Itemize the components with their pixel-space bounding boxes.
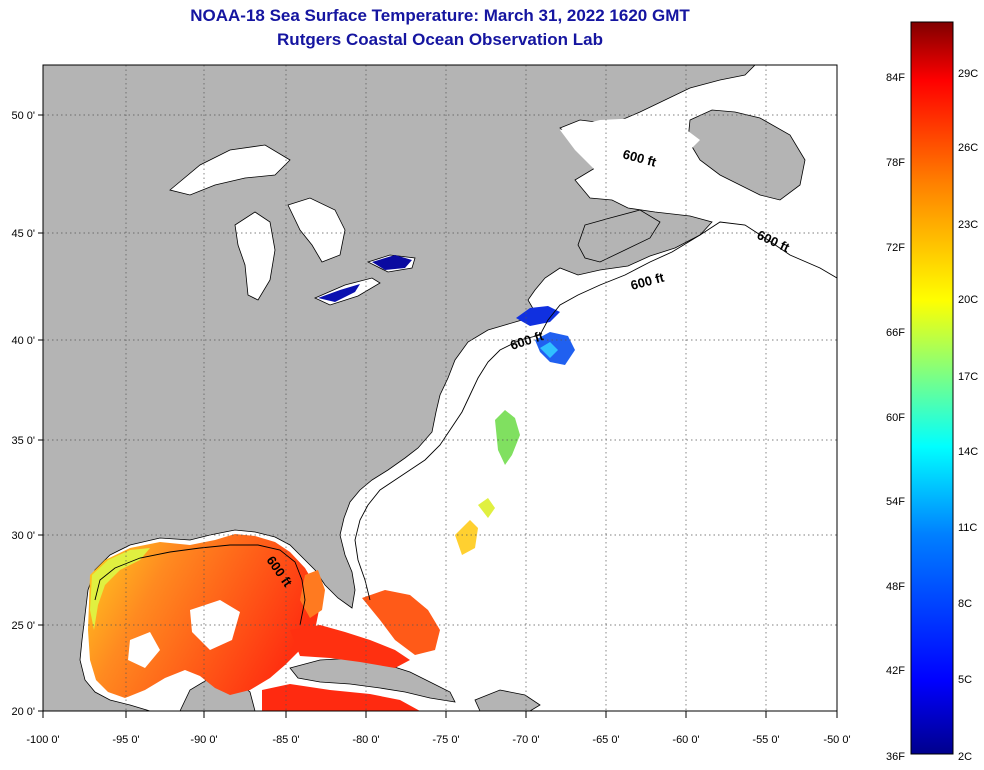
sst-east-florida <box>300 570 325 618</box>
lon-label: -70 0' <box>512 734 539 746</box>
lat-label: 35 0' <box>11 435 35 447</box>
lat-label: 45 0' <box>11 228 35 240</box>
lat-label: 30 0' <box>11 530 35 542</box>
gulf-st-lawrence <box>560 118 700 180</box>
colorbar-f-label: 66F <box>886 327 905 339</box>
sst-bahamas <box>362 590 440 655</box>
land-hispaniola <box>474 689 541 711</box>
lon-label: -90 0' <box>190 734 217 746</box>
colorbar-f-label: 60F <box>886 412 905 424</box>
colorbar-c-label: 8C <box>958 598 972 610</box>
sst-gulf-coastal-yellow <box>90 548 150 630</box>
lat-label: 50 0' <box>11 110 35 122</box>
colorbar-c-label: 26C <box>958 142 978 154</box>
colorbar-f-label: 78F <box>886 157 905 169</box>
lat-label: 40 0' <box>11 335 35 347</box>
sst-patch-georges-cyan <box>540 342 558 358</box>
map-subtitle: Rutgers Coastal Ocean Observation Lab <box>277 30 603 49</box>
colorbar-c-label: 11C <box>958 522 977 534</box>
lon-label: -80 0' <box>352 734 379 746</box>
lon-label: -95 0' <box>112 734 139 746</box>
lat-label: 20 0' <box>11 706 35 718</box>
map-title: NOAA-18 Sea Surface Temperature: March 3… <box>190 6 690 25</box>
lake-superior <box>169 144 291 196</box>
colorbar-c-label: 2C <box>958 751 972 763</box>
sst-florida-straits <box>290 625 410 668</box>
colorbar-c-label: 20C <box>958 294 978 306</box>
colorbar-f-label: 42F <box>886 665 905 677</box>
lon-label: -65 0' <box>592 734 619 746</box>
lat-ticks <box>38 114 43 712</box>
colorbar-c-label: 5C <box>958 674 972 686</box>
colorbar-f-label: 36F <box>886 751 905 763</box>
colorbar-c-label: 23C <box>958 219 978 231</box>
colorbar-c-label: 14C <box>958 446 978 458</box>
graticule <box>43 65 837 711</box>
colorbar-f-label: 48F <box>886 581 905 593</box>
lon-label: -100 0' <box>26 734 59 746</box>
sst-patch-gulfstream-yellow <box>478 498 495 518</box>
lon-label: -85 0' <box>272 734 299 746</box>
colorbar-f-label: 84F <box>886 72 905 84</box>
lake-huron <box>287 197 346 263</box>
lat-label: 25 0' <box>11 620 35 632</box>
lon-label: -60 0' <box>672 734 699 746</box>
colorbar-c-label: 17C <box>958 371 978 383</box>
sst-caribbean <box>262 684 420 711</box>
lon-label: -50 0' <box>823 734 850 746</box>
lon-ticks <box>42 711 838 718</box>
lake-michigan <box>234 211 276 301</box>
sst-gulf-cloud-2 <box>128 632 160 668</box>
sst-patch-gulf-of-maine <box>516 306 560 326</box>
gulf-contour-line <box>94 544 306 626</box>
colorbar-c-label: 29C <box>958 68 978 80</box>
sst-patch-gulfstream-green <box>495 410 520 465</box>
temperature-colorbar <box>910 21 954 755</box>
land-nova-scotia <box>577 209 661 263</box>
colorbar-f-label: 72F <box>886 242 905 254</box>
lon-label: -75 0' <box>432 734 459 746</box>
sst-patch-lake-erie <box>318 284 360 302</box>
sst-patch-carolina-yellow <box>455 520 478 555</box>
land-newfoundland <box>687 109 806 201</box>
sst-patch-lake-ontario <box>372 255 412 270</box>
colorbar-f-label: 54F <box>886 496 905 508</box>
map-frame <box>42 64 838 712</box>
shelf-contour-line <box>354 221 837 601</box>
lon-label: -55 0' <box>752 734 779 746</box>
